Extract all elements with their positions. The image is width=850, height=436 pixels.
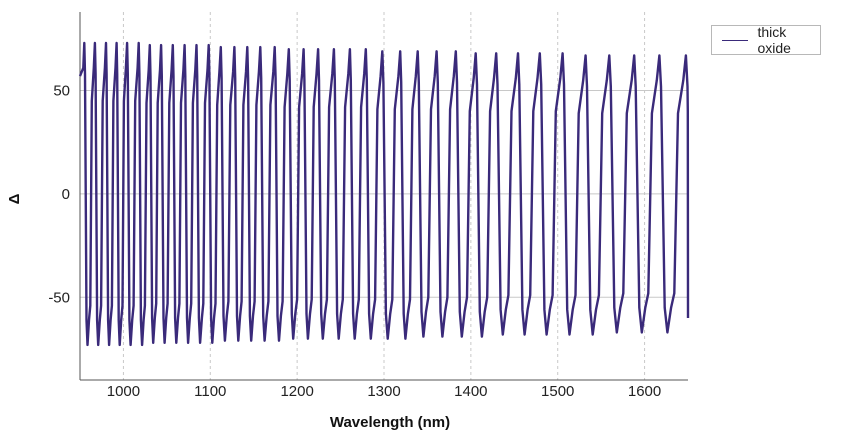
x-tick-label: 1200 — [280, 383, 313, 400]
x-tick-label: 1100 — [194, 383, 226, 400]
x-tick-label: 1300 — [367, 383, 400, 400]
legend-label: thick oxide — [757, 24, 791, 56]
tick-labels: 1000 1100 1200 1300 1400 1500 1600 50 0 -50 — [48, 83, 661, 400]
y-axis-title: Δ — [6, 193, 23, 204]
x-tick-label: 1600 — [628, 383, 661, 400]
y-tick-label: 0 — [62, 186, 70, 203]
y-tick-label: -50 — [48, 289, 70, 306]
x-tick-label: 1500 — [541, 383, 574, 400]
x-tick-label: 1400 — [454, 383, 487, 400]
series-line-thick-oxide — [78, 41, 690, 347]
x-axis-title: Wavelength (nm) — [330, 414, 450, 431]
y-tick-label: 50 — [53, 83, 70, 100]
x-tick-label: 1000 — [107, 383, 140, 400]
series-group — [78, 41, 690, 347]
legend-swatch — [722, 39, 749, 41]
legend: thick oxide — [711, 24, 821, 56]
